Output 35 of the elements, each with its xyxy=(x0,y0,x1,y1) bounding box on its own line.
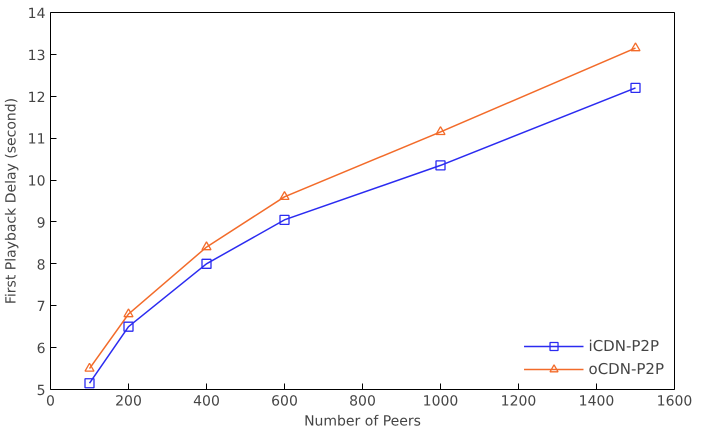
point xyxy=(630,82,641,94)
x-tick-label: 1000 xyxy=(422,394,458,410)
x-axis-title: Number of Peers xyxy=(304,414,421,430)
point xyxy=(630,42,641,52)
y-axis-title: First Playback Delay (second) xyxy=(4,98,20,304)
y-tick-label: 5 xyxy=(36,383,46,399)
y-tick-label: 13 xyxy=(28,48,46,64)
point xyxy=(123,308,134,318)
legend-label: oCDN-P2P xyxy=(588,360,664,378)
legend-label: iCDN-P2P xyxy=(588,337,659,355)
y-tick-label: 9 xyxy=(36,215,46,232)
point xyxy=(279,190,290,200)
x-tick-label: 1200 xyxy=(500,394,536,410)
point xyxy=(123,322,134,332)
point xyxy=(435,126,446,136)
y-tick-label: 8 xyxy=(36,257,46,274)
point xyxy=(84,362,95,372)
x-tick-label: 1400 xyxy=(578,394,614,410)
point xyxy=(84,378,95,388)
y-tick-label: 10 xyxy=(28,174,46,190)
point xyxy=(279,214,290,225)
y-tick-label: 11 xyxy=(28,132,46,148)
y-tick-label: 12 xyxy=(28,90,46,106)
x-tick-label: 400 xyxy=(193,394,220,410)
x-tick-label: 200 xyxy=(115,394,142,410)
x-tick-label: 0 xyxy=(46,394,55,410)
y-tick-label: 7 xyxy=(36,299,46,316)
x-tick-label: 800 xyxy=(349,394,376,410)
y-tick-label: 6 xyxy=(36,341,46,358)
x-tick-label: 600 xyxy=(271,394,298,410)
x-tick-label: 1600 xyxy=(656,394,692,410)
point xyxy=(435,160,446,171)
point xyxy=(201,241,212,250)
y-tick-label: 14 xyxy=(28,6,46,22)
point xyxy=(201,258,212,269)
